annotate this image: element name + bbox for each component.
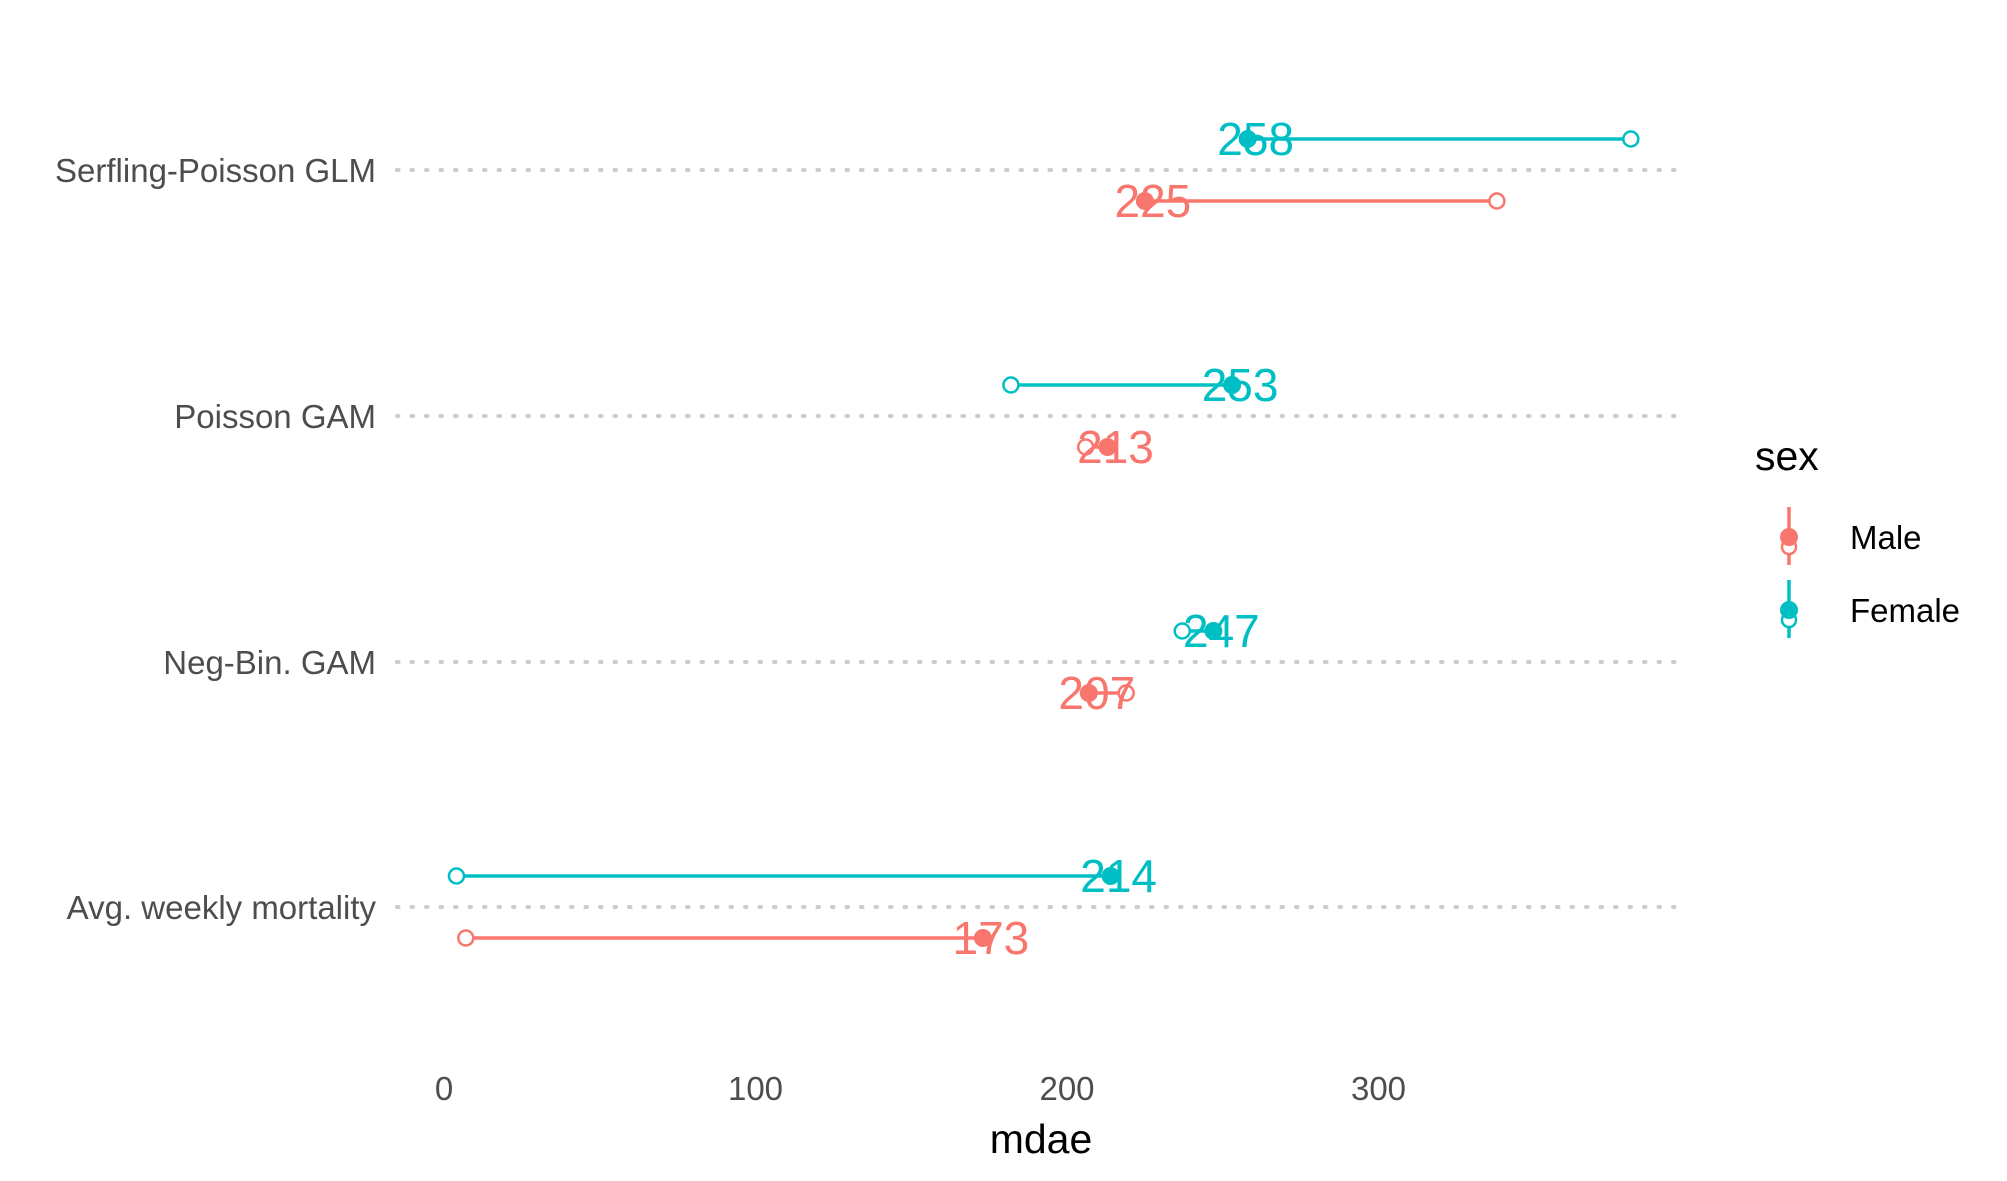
data-label: 214 [1080, 850, 1157, 902]
category-label: Avg. weekly mortality [67, 889, 377, 926]
data-label: 207 [1058, 667, 1135, 719]
value-point [1204, 622, 1223, 640]
category-label: Serfling-Poisson GLM [55, 152, 376, 189]
open-point [1117, 684, 1135, 702]
category-label: Poisson GAM [174, 398, 376, 435]
value-point [1098, 438, 1117, 456]
data-label: 258 [1217, 113, 1294, 165]
grid-lines [395, 168, 1687, 909]
category-labels: Serfling-Poisson GLM Poisson GAM Neg-Bin. … [55, 152, 376, 926]
open-point [457, 929, 475, 947]
open-point [1002, 376, 1020, 394]
data-label: 173 [953, 912, 1030, 964]
open-point [1173, 622, 1192, 640]
legend: sex Male Female [1755, 433, 1960, 638]
x-tick-label: 0 [435, 1070, 453, 1107]
legend-label: Female [1850, 592, 1960, 629]
legend-label: Male [1850, 519, 1922, 556]
series-female: 258 253 247 214 [447, 113, 1640, 902]
value-point [1238, 130, 1257, 148]
open-point [1488, 192, 1506, 210]
series-male: 225 213 207 173 [457, 175, 1506, 964]
x-tick-label: 100 [728, 1070, 783, 1107]
legend-item-male: Male [1780, 507, 1922, 565]
x-tick-label: 300 [1351, 1070, 1406, 1107]
category-label: Neg-Bin. GAM [163, 644, 376, 681]
legend-item-female: Female [1780, 580, 1960, 638]
value-point [1101, 867, 1120, 885]
open-point [447, 867, 466, 885]
x-axis-title: mdae [990, 1116, 1093, 1162]
value-point [1079, 684, 1098, 702]
value-point [1223, 376, 1242, 394]
value-point [973, 929, 992, 947]
value-point [1135, 192, 1154, 210]
data-label: 247 [1183, 605, 1260, 657]
open-point [1076, 438, 1095, 456]
x-tick-labels: 0 100 200 300 [435, 1070, 1406, 1107]
series-marks: 225 213 207 173 258 253 247 214 [447, 113, 1640, 964]
open-point [1622, 130, 1640, 148]
x-tick-label: 200 [1039, 1070, 1094, 1107]
data-label: 225 [1115, 175, 1192, 227]
data-label: 253 [1202, 359, 1279, 411]
legend-key-point [1780, 528, 1798, 546]
legend-key-point [1780, 601, 1798, 619]
data-label: 213 [1077, 421, 1154, 473]
legend-title: sex [1755, 433, 1819, 479]
